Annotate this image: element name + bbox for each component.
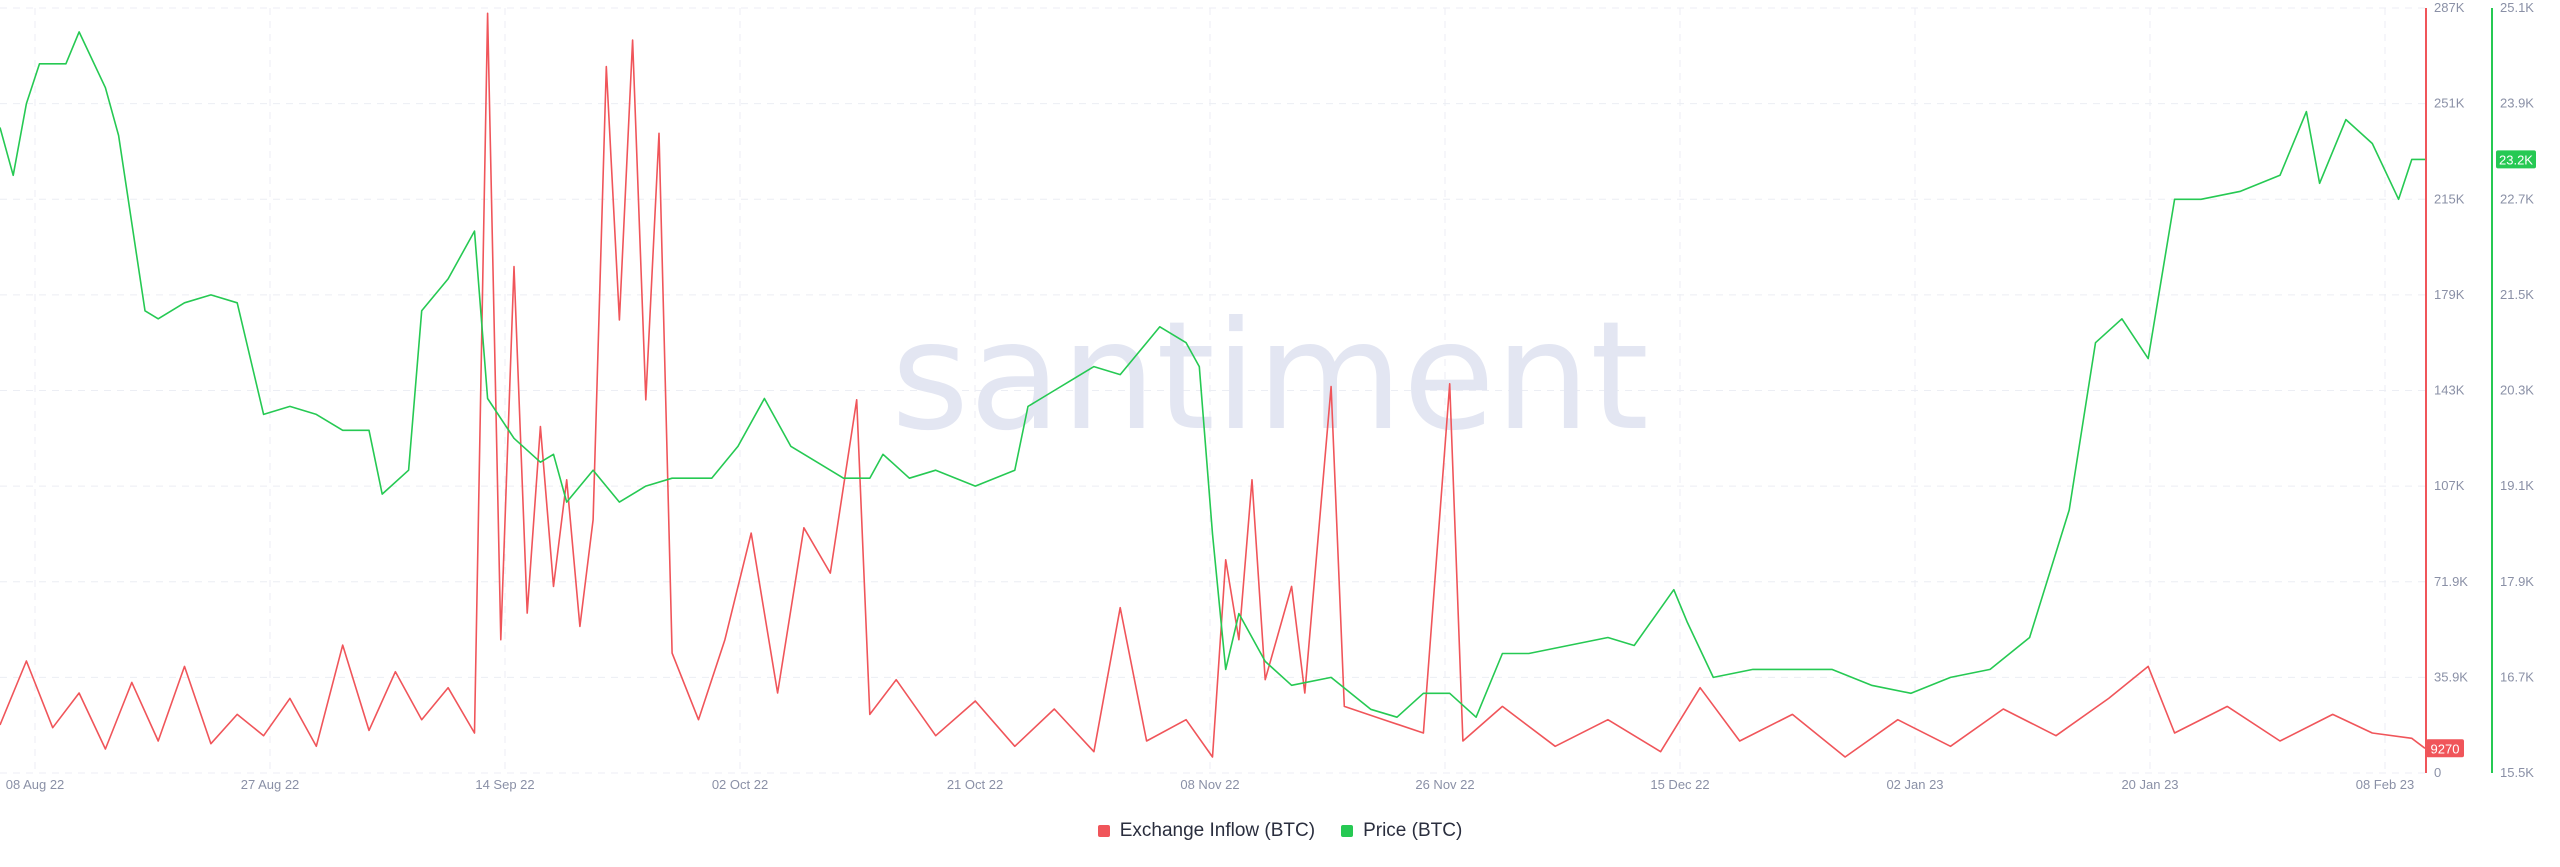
inflow-tick-label: 143K — [2434, 383, 2465, 398]
price-tick-label: 19.1K — [2500, 478, 2534, 493]
x-tick-label: 27 Aug 22 — [241, 777, 300, 792]
price-tick-label: 22.7K — [2500, 191, 2534, 206]
inflow-tick-label: 215K — [2434, 191, 2465, 206]
price-tick-label: 23.9K — [2500, 96, 2534, 111]
exchange-inflow-line — [0, 12, 2426, 758]
x-tick-label: 14 Sep 22 — [475, 777, 534, 792]
x-tick-label: 21 Oct 22 — [947, 777, 1003, 792]
gridlines — [0, 7, 2425, 774]
inflow-tick-label: 107K — [2434, 478, 2465, 493]
x-tick-label: 15 Dec 22 — [1650, 777, 1709, 792]
inflow-tick-label: 35.9K — [2434, 669, 2468, 684]
price-value-badge-label: 23.2K — [2499, 152, 2533, 167]
price-tick-label: 21.5K — [2500, 287, 2534, 302]
price-tick-label: 25.1K — [2500, 0, 2534, 15]
inflow-tick-label: 287K — [2434, 0, 2465, 15]
inflow-tick-label: 251K — [2434, 96, 2465, 111]
legend-label-inflow: Exchange Inflow (BTC) — [1119, 820, 1316, 841]
price-tick-label: 17.9K — [2500, 574, 2534, 589]
chart-legend: Exchange Inflow (BTC) Price (BTC) — [0, 820, 2560, 842]
legend-swatch-inflow — [1097, 825, 1110, 837]
price-axis: 15.5K 16.7K 17.9K 19.1K 20.3K 21.5K 22.7K 23.9K… — [2491, 0, 2536, 780]
x-tick-label: 02 Jan 23 — [1886, 777, 1943, 792]
x-axis-ticks: 08 Aug 22 27 Aug 22 14 Sep 22 02 Oct 22 21 O… — [6, 777, 2415, 792]
chart-canvas: santiment 08 Aug 22 27 Aug 22 14 Sep 22 02 … — [0, 0, 2536, 792]
inflow-tick-label: 71.9K — [2434, 574, 2468, 589]
santiment-watermark: santiment — [891, 290, 1649, 464]
x-tick-label: 08 Feb 23 — [2356, 777, 2415, 792]
x-tick-label: 26 Nov 22 — [1415, 777, 1474, 792]
price-tick-label: 20.3K — [2500, 383, 2534, 398]
price-line — [0, 31, 2425, 718]
series-layer — [0, 12, 2426, 758]
inflow-value-badge — [2426, 739, 2464, 758]
x-tick-label: 02 Oct 22 — [712, 777, 768, 792]
x-tick-label: 20 Jan 23 — [2121, 777, 2178, 792]
inflow-axis: 0 35.9K 71.9K 107K 143K 179K 215K 251K 287K 9270 — [2425, 0, 2468, 780]
legend-item-price[interactable]: Price (BTC) — [1341, 820, 1462, 842]
x-tick-label: 08 Aug 22 — [6, 777, 65, 792]
price-tick-label: 16.7K — [2500, 669, 2534, 684]
inflow-value-badge-label: 9270 — [2431, 741, 2460, 756]
inflow-tick-label: 0 — [2434, 765, 2441, 780]
legend-swatch-price — [1341, 825, 1354, 837]
legend-label-price: Price (BTC) — [1363, 820, 1463, 841]
legend-item-exchange-inflow[interactable]: Exchange Inflow (BTC) — [1097, 820, 1316, 842]
x-tick-label: 08 Nov 22 — [1180, 777, 1239, 792]
price-tick-label: 15.5K — [2500, 765, 2534, 780]
price-value-badge — [2496, 150, 2536, 169]
inflow-tick-label: 179K — [2434, 287, 2465, 302]
